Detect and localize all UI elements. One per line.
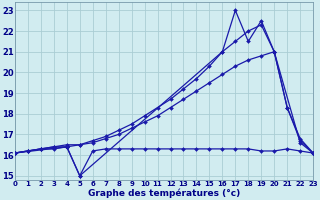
X-axis label: Graphe des températures (°c): Graphe des températures (°c)	[88, 188, 240, 198]
